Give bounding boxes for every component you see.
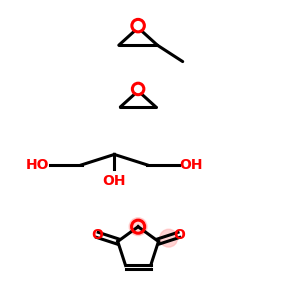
Text: O: O	[173, 228, 185, 242]
Text: OH: OH	[103, 174, 126, 188]
Text: HO: HO	[26, 158, 49, 172]
Circle shape	[129, 218, 147, 236]
Circle shape	[160, 229, 178, 247]
Text: O: O	[92, 228, 103, 242]
Text: OH: OH	[180, 158, 203, 172]
